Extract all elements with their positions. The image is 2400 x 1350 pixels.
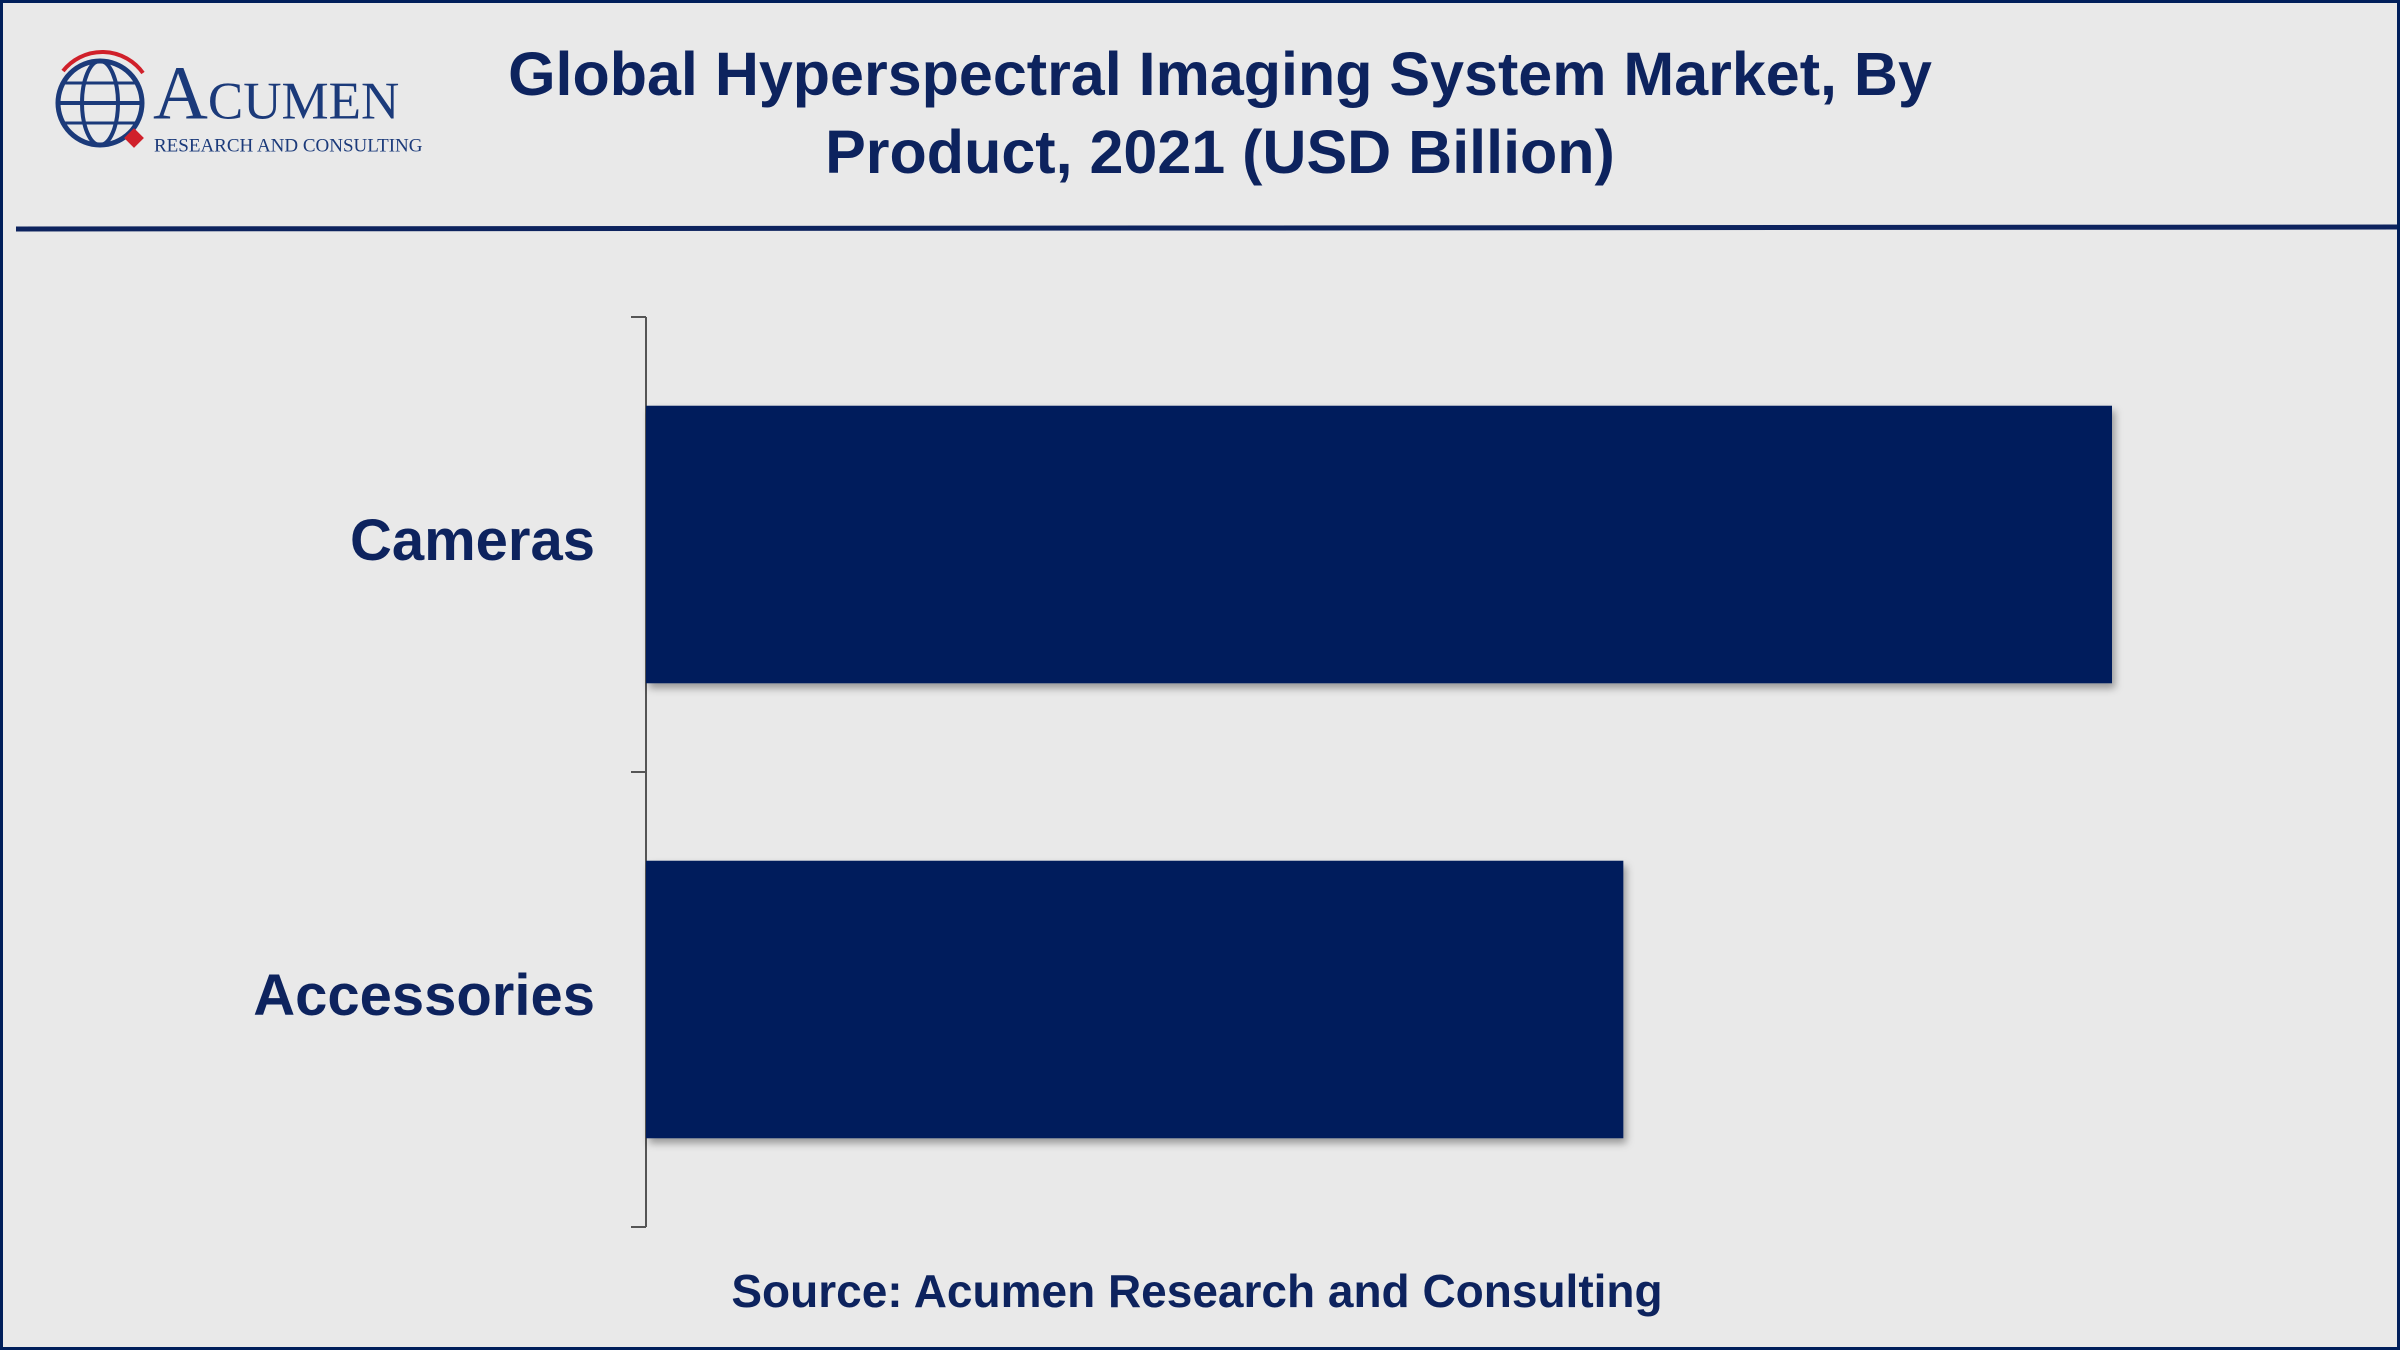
logo-arc	[61, 49, 145, 75]
header-rule	[15, 224, 2397, 232]
source: Source: Acumen Research and Consulting	[731, 1265, 1662, 1317]
chart-title: Global Hyperspectral Imaging System Mark…	[508, 40, 1932, 186]
bar	[646, 860, 1624, 1139]
logo-tagline: RESEARCH AND CONSULTING	[154, 135, 423, 156]
logo-diamond	[124, 128, 144, 148]
y-tick-label: Accessories	[253, 963, 595, 1028]
bar	[646, 405, 2112, 684]
plot: Cameras Accessories	[253, 316, 2112, 1228]
y-tick-label: Cameras	[350, 508, 595, 573]
logo-name: Acumen	[153, 51, 399, 135]
logo: Acumen RESEARCH AND CONSULTING	[55, 49, 423, 156]
chart: Acumen RESEARCH AND CONSULTING Cameras Ac…	[15, 49, 2397, 1317]
